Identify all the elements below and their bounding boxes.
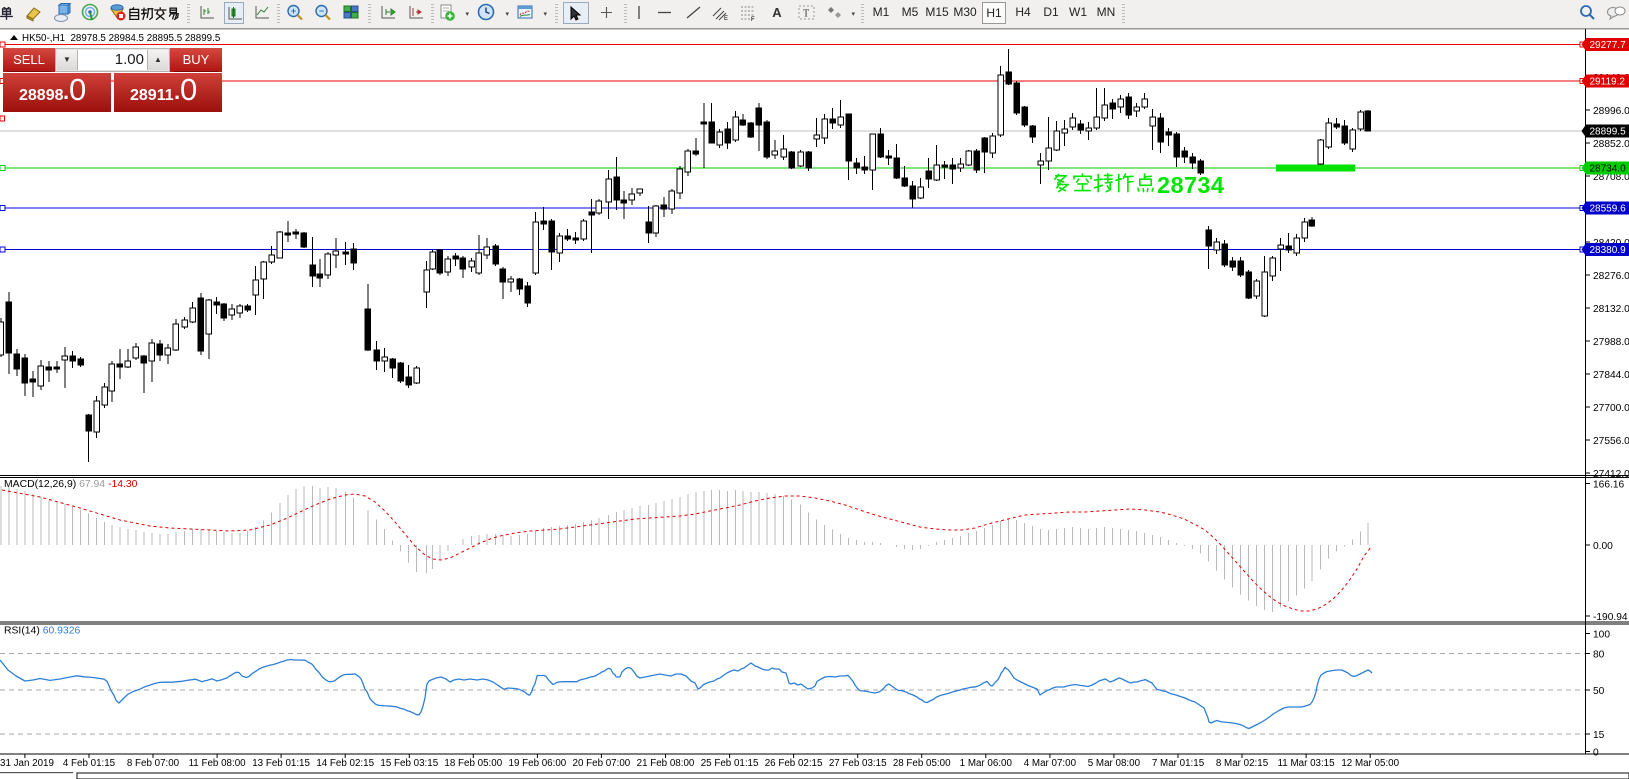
svg-text:21 Feb 08:00: 21 Feb 08:00 <box>637 758 695 769</box>
svg-text:RSI(14) 60.9326: RSI(14) 60.9326 <box>4 626 80 637</box>
svg-text:80: 80 <box>1593 650 1605 661</box>
svg-text:4 Feb 01:15: 4 Feb 01:15 <box>63 758 116 769</box>
svg-text:50: 50 <box>1593 686 1605 697</box>
svg-text:27 Feb 03:15: 27 Feb 03:15 <box>829 758 887 769</box>
svg-text:8 Mar 02:15: 8 Mar 02:15 <box>1216 758 1269 769</box>
svg-text:28996.0: 28996.0 <box>1593 106 1629 117</box>
svg-text:28380.9: 28380.9 <box>1590 245 1627 256</box>
svg-text:27412.0: 27412.0 <box>1593 469 1629 480</box>
svg-text:27556.0: 27556.0 <box>1593 436 1629 447</box>
svg-text:28734: 28734 <box>1157 172 1224 198</box>
svg-text:19 Feb 06:00: 19 Feb 06:00 <box>509 758 567 769</box>
svg-text:27844.0: 27844.0 <box>1593 370 1629 381</box>
svg-text:1 Mar 06:00: 1 Mar 06:00 <box>960 758 1013 769</box>
svg-text:28708.0: 28708.0 <box>1593 172 1629 183</box>
svg-text:15: 15 <box>1593 730 1605 741</box>
svg-text:11 Feb 08:00: 11 Feb 08:00 <box>189 758 247 769</box>
svg-text:T: T <box>803 9 809 20</box>
svg-text:28 Feb 05:00: 28 Feb 05:00 <box>893 758 951 769</box>
svg-text:29277.7: 29277.7 <box>1590 40 1627 51</box>
svg-text:28734.0: 28734.0 <box>1590 164 1627 175</box>
svg-text:27988.0: 27988.0 <box>1593 337 1629 348</box>
svg-text:E: E <box>724 16 728 22</box>
svg-text:20 Feb 07:00: 20 Feb 07:00 <box>573 758 631 769</box>
svg-text:27700.0: 27700.0 <box>1593 403 1629 414</box>
svg-text:28132.0: 28132.0 <box>1593 304 1629 315</box>
svg-text:F: F <box>751 17 755 23</box>
svg-text:28559.6: 28559.6 <box>1590 204 1627 215</box>
svg-text:4 Mar 07:00: 4 Mar 07:00 <box>1024 758 1077 769</box>
svg-text:31 Jan 2019: 31 Jan 2019 <box>0 758 54 769</box>
svg-text:0: 0 <box>1593 748 1599 759</box>
svg-text:28852.0: 28852.0 <box>1593 139 1629 150</box>
svg-text:11 Mar 03:15: 11 Mar 03:15 <box>1278 758 1336 769</box>
svg-text:100: 100 <box>1593 630 1610 641</box>
svg-text:5 Mar 08:00: 5 Mar 08:00 <box>1088 758 1141 769</box>
svg-text:28899.5: 28899.5 <box>1590 127 1627 138</box>
svg-text:15 Feb 03:15: 15 Feb 03:15 <box>380 758 438 769</box>
svg-text:12 Mar 05:00: 12 Mar 05:00 <box>1341 758 1399 769</box>
svg-text:13 Feb 01:15: 13 Feb 01:15 <box>252 758 310 769</box>
svg-text:166.16: 166.16 <box>1593 480 1624 491</box>
svg-text:+: + <box>291 6 296 16</box>
svg-text:0.00: 0.00 <box>1593 541 1613 552</box>
svg-text:25 Feb 01:15: 25 Feb 01:15 <box>701 758 759 769</box>
svg-text:-190.94: -190.94 <box>1593 612 1628 623</box>
svg-text:26 Feb 02:15: 26 Feb 02:15 <box>765 758 823 769</box>
svg-text:7 Mar 01:15: 7 Mar 01:15 <box>1152 758 1205 769</box>
svg-text:28276.0: 28276.0 <box>1593 271 1629 282</box>
svg-text:HK50-,H1 28978.5 28984.5 2889: HK50-,H1 28978.5 28984.5 28895.5 28899.5 <box>22 33 221 44</box>
svg-text:8 Feb 07:00: 8 Feb 07:00 <box>127 758 180 769</box>
svg-text:29119.2: 29119.2 <box>1590 77 1626 88</box>
svg-text:−: − <box>319 6 324 16</box>
svg-text:14 Feb 02:15: 14 Feb 02:15 <box>316 758 374 769</box>
svg-text:18 Feb 05:00: 18 Feb 05:00 <box>444 758 502 769</box>
svg-text:MACD(12,26,9) 67.94 -14.30: MACD(12,26,9) 67.94 -14.30 <box>4 479 138 490</box>
